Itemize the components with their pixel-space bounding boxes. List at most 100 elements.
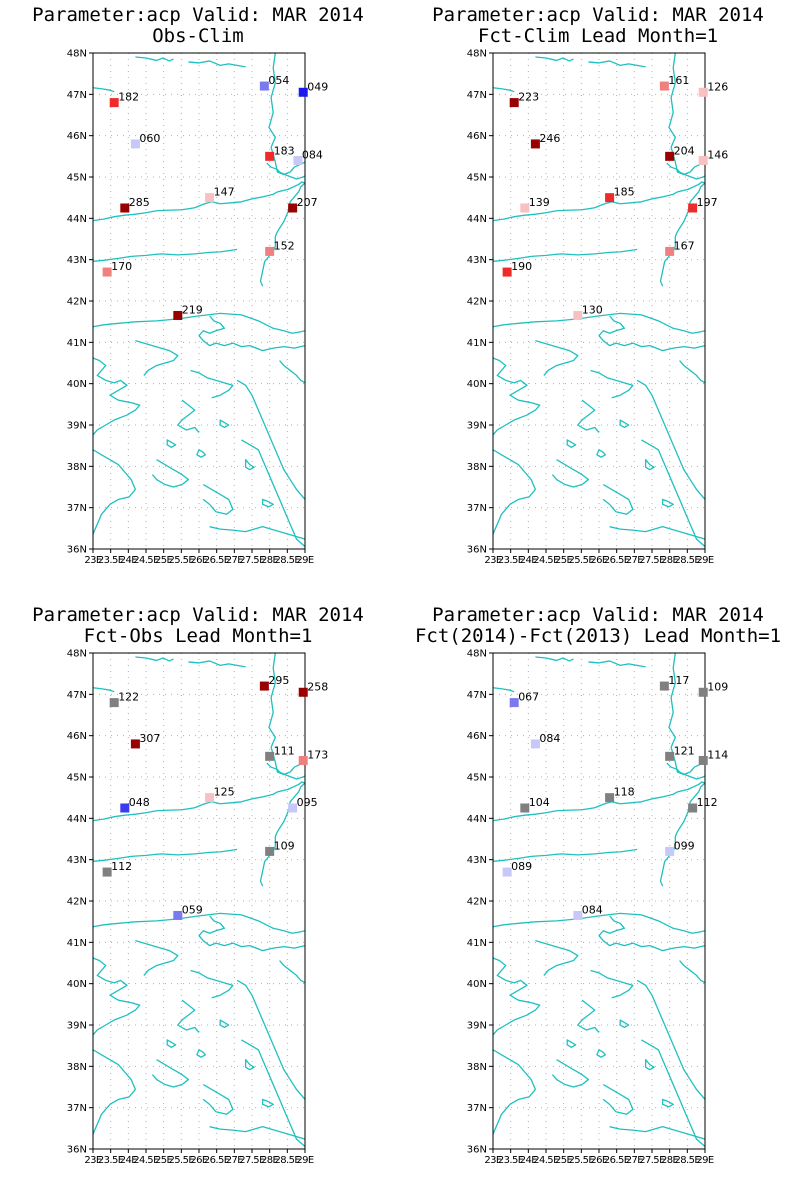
station-marker: 147 bbox=[205, 186, 235, 203]
station-marker: 167 bbox=[665, 239, 695, 256]
station-square bbox=[173, 310, 183, 320]
lon-tick-label: 25.5E bbox=[169, 1155, 195, 1166]
station-square bbox=[288, 803, 298, 813]
lat-tick-label: 36N bbox=[67, 1145, 87, 1156]
station-marker: 258 bbox=[298, 680, 328, 697]
station-square bbox=[573, 310, 583, 320]
map-area bbox=[493, 53, 705, 549]
lon-tick-label: 29E bbox=[696, 555, 714, 566]
station-square bbox=[265, 246, 275, 256]
station-square bbox=[130, 739, 140, 749]
lon-tick-label: 24E bbox=[120, 555, 138, 566]
lat-tick-label: 39N bbox=[467, 1021, 487, 1032]
panel-title: Parameter:acp Valid: MAR 2014 bbox=[432, 604, 764, 626]
station-marker: 084 bbox=[293, 148, 323, 165]
station-marker: 109 bbox=[698, 680, 728, 697]
lon-tick-label: 27E bbox=[626, 1155, 644, 1166]
station-square bbox=[130, 139, 140, 149]
lon-tick-label: 29E bbox=[296, 1155, 314, 1166]
lon-tick-label: 26E bbox=[190, 1155, 208, 1166]
station-value-label: 112 bbox=[697, 796, 718, 809]
lat-tick-label: 42N bbox=[467, 297, 487, 308]
station-marker: 170 bbox=[102, 260, 132, 277]
station-square bbox=[698, 87, 708, 97]
lat-tick-label: 46N bbox=[467, 731, 487, 742]
lat-tick-label: 41N bbox=[67, 938, 87, 949]
station-square bbox=[259, 81, 269, 91]
station-square bbox=[665, 751, 675, 761]
station-marker: 059 bbox=[173, 903, 203, 920]
station-value-label: 054 bbox=[268, 74, 289, 87]
station-square bbox=[173, 910, 183, 920]
lon-tick-label: 27.5E bbox=[639, 1155, 665, 1166]
station-square bbox=[530, 739, 540, 749]
station-marker: 121 bbox=[665, 744, 695, 761]
station-marker: 112 bbox=[688, 796, 718, 813]
station-marker: 190 bbox=[502, 260, 532, 277]
station-square bbox=[502, 267, 512, 277]
lat-tick-label: 47N bbox=[467, 690, 487, 701]
lon-tick-label: 28E bbox=[261, 555, 279, 566]
station-square bbox=[573, 910, 583, 920]
lon-tick-label: 27E bbox=[226, 1155, 244, 1166]
lon-tick-label: 24E bbox=[520, 1155, 538, 1166]
station-marker: 197 bbox=[688, 196, 718, 213]
station-marker: 223 bbox=[509, 91, 539, 108]
map-area bbox=[93, 653, 305, 1149]
station-square bbox=[659, 681, 669, 691]
lat-tick-label: 36N bbox=[467, 545, 487, 556]
lat-tick-label: 48N bbox=[467, 49, 487, 60]
station-marker: 126 bbox=[698, 80, 728, 97]
panel-title: Parameter:acp Valid: MAR 2014 bbox=[32, 604, 364, 626]
station-marker: 049 bbox=[298, 80, 328, 97]
station-square bbox=[259, 681, 269, 691]
lat-tick-label: 37N bbox=[467, 503, 487, 514]
station-square bbox=[288, 203, 298, 213]
station-square bbox=[688, 203, 698, 213]
map-panel-fct-diff: Parameter:acp Valid: MAR 2014Fct(2014)-F… bbox=[415, 604, 781, 1166]
station-square bbox=[520, 203, 530, 213]
lat-tick-label: 40N bbox=[67, 379, 87, 390]
lat-tick-label: 45N bbox=[67, 773, 87, 784]
station-value-label: 307 bbox=[139, 732, 160, 745]
panel-subtitle: Fct-Obs Lead Month=1 bbox=[84, 625, 313, 647]
lat-tick-label: 42N bbox=[467, 897, 487, 908]
station-value-label: 067 bbox=[518, 691, 539, 704]
station-marker: 084 bbox=[530, 732, 560, 749]
lon-tick-label: 25.5E bbox=[569, 1155, 595, 1166]
station-value-label: 223 bbox=[518, 91, 539, 104]
station-value-label: 190 bbox=[511, 260, 532, 273]
lon-tick-label: 23E bbox=[84, 555, 102, 566]
lon-tick-label: 27.5E bbox=[239, 1155, 265, 1166]
station-square bbox=[109, 98, 119, 108]
station-value-label: 207 bbox=[297, 196, 318, 209]
lat-tick-label: 47N bbox=[467, 90, 487, 101]
station-value-label: 197 bbox=[697, 196, 718, 209]
station-value-label: 170 bbox=[111, 260, 132, 273]
lon-tick-label: 26.5E bbox=[204, 1155, 230, 1166]
station-square bbox=[502, 867, 512, 877]
station-marker: 089 bbox=[502, 860, 532, 877]
station-marker: 173 bbox=[298, 748, 328, 765]
station-marker: 112 bbox=[102, 860, 132, 877]
station-square bbox=[298, 87, 308, 97]
lon-tick-label: 26.5E bbox=[604, 1155, 630, 1166]
station-value-label: 147 bbox=[214, 186, 235, 199]
lon-tick-label: 26.5E bbox=[204, 555, 230, 566]
station-value-label: 173 bbox=[307, 748, 328, 761]
lat-tick-label: 37N bbox=[67, 1103, 87, 1114]
lat-tick-label: 40N bbox=[67, 979, 87, 990]
lon-tick-label: 24.5E bbox=[533, 555, 559, 566]
lon-tick-label: 24E bbox=[520, 555, 538, 566]
lat-tick-label: 38N bbox=[467, 1062, 487, 1073]
lat-tick-label: 37N bbox=[467, 1103, 487, 1114]
station-marker: 204 bbox=[665, 144, 695, 161]
station-marker: 125 bbox=[205, 786, 235, 803]
lat-tick-label: 43N bbox=[67, 255, 87, 266]
station-value-label: 099 bbox=[674, 839, 695, 852]
station-value-label: 084 bbox=[539, 732, 560, 745]
station-marker: 130 bbox=[573, 303, 603, 320]
lon-tick-label: 28.5E bbox=[675, 1155, 701, 1166]
